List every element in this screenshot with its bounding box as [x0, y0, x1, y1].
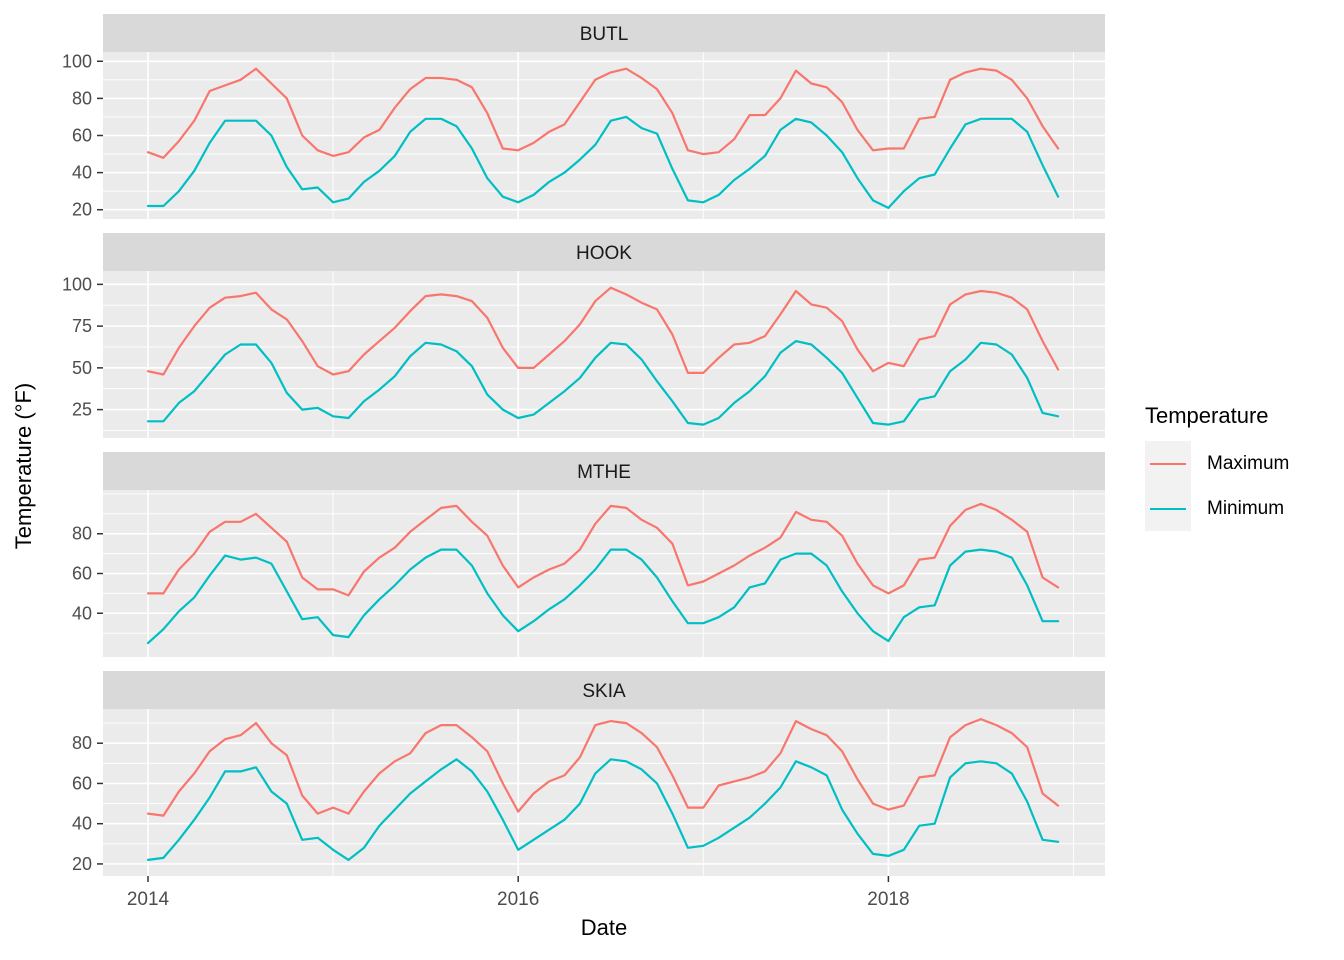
y-tick-label: 100	[62, 51, 92, 71]
legend-label: Maximum	[1207, 452, 1290, 474]
y-tick-label: 60	[72, 126, 92, 146]
facet-panel	[103, 709, 1105, 876]
y-tick-label: 60	[72, 564, 92, 584]
minimum-line-icon	[1150, 507, 1186, 510]
legend-entry-minimum: Minimum	[1145, 486, 1340, 531]
facet-panel	[103, 271, 1105, 438]
y-tick-label: 60	[72, 773, 92, 793]
y-tick-label: 80	[72, 733, 92, 753]
legend-title: Temperature	[1145, 403, 1269, 428]
facet-SKIA: SKIA 20 40 60 80	[72, 671, 1105, 876]
facet-strip	[103, 452, 1105, 490]
line-maximum	[146, 67, 1060, 159]
y-tick-label: 20	[72, 854, 92, 874]
legend-label: Minimum	[1207, 497, 1285, 519]
facet-MTHE: MTHE 40 60 80	[72, 452, 1105, 657]
y-tick-label: 40	[72, 814, 92, 834]
y-tick-label: 80	[72, 524, 92, 544]
y-tick-label: 40	[72, 603, 92, 623]
y-tick-label: 25	[72, 400, 92, 420]
facet-strip	[103, 233, 1105, 271]
x-tick-label: 2018	[867, 889, 909, 910]
y-tick-label: 40	[72, 163, 92, 183]
legend-key-swatch	[1145, 441, 1191, 486]
maximum-line-icon	[1150, 462, 1186, 465]
x-tick-label: 2016	[497, 889, 539, 910]
legend-key-swatch	[1145, 486, 1191, 531]
line-maximum	[146, 717, 1060, 817]
legend: Temperature Maximum Minimum	[1145, 403, 1340, 531]
line-maximum	[146, 502, 1060, 597]
line-minimum	[146, 340, 1060, 426]
y-tick-label: 80	[72, 88, 92, 108]
x-tick-label: 2014	[127, 889, 170, 910]
y-axis-title: Temperature (°F)	[11, 382, 36, 550]
line-maximum	[146, 286, 1060, 376]
y-tick-label: 75	[72, 316, 92, 336]
facet-HOOK: HOOK 25 50 75 100	[62, 233, 1105, 438]
y-tick-label: 20	[72, 200, 92, 220]
line-minimum	[146, 758, 1060, 862]
legend-entry-maximum: Maximum	[1145, 441, 1340, 486]
facet-strip-label: BUTL	[580, 24, 629, 45]
y-tick-label: 50	[72, 358, 92, 378]
y-tick-label: 100	[62, 274, 92, 294]
facet-BUTL: BUTL 20 40 60 80 100	[62, 14, 1105, 220]
x-axis-title: Date	[580, 915, 628, 940]
facet-strip-label: SKIA	[582, 681, 626, 702]
line-minimum	[146, 115, 1060, 209]
line-minimum	[146, 548, 1060, 645]
facet-strip	[103, 671, 1105, 709]
facet-strip	[103, 14, 1105, 52]
facet-strip-label: MTHE	[577, 462, 631, 483]
facet-strip-label: HOOK	[576, 243, 632, 264]
